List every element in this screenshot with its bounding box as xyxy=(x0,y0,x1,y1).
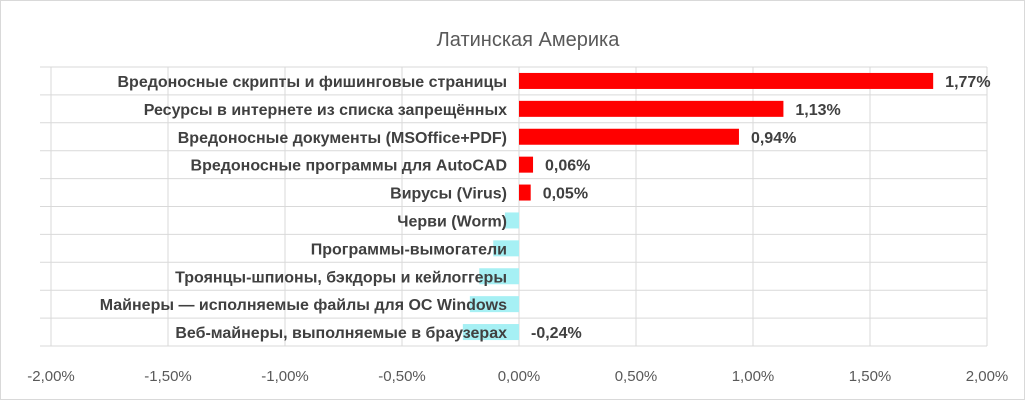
category-label: Веб-майнеры, выполняемые в браузерах xyxy=(175,325,507,342)
bars xyxy=(462,72,934,341)
x-tick-label: -1,00% xyxy=(261,368,309,385)
data-label: 1,77% xyxy=(945,74,990,91)
category-label: Вирусы (Virus) xyxy=(390,186,507,203)
bar xyxy=(519,100,784,117)
bar xyxy=(504,212,519,229)
gridlines xyxy=(40,66,988,347)
bar xyxy=(469,296,519,313)
bar xyxy=(519,156,534,173)
bar xyxy=(519,184,531,201)
category-label: Майнеры — исполняемые файлы для ОС Windo… xyxy=(100,297,507,314)
x-tick-label: -2,00% xyxy=(27,368,75,385)
category-labels: Вредоносные скрипты и фишинговые страниц… xyxy=(100,74,507,342)
bar xyxy=(479,268,519,285)
x-tick-label: 2,00% xyxy=(966,368,1009,385)
data-labels: 1,77% 1,13% 0,94% 0,06% 0,05% -0,24% xyxy=(531,74,991,342)
category-label: Вредоносные документы (MSOffice+PDF) xyxy=(178,130,507,147)
x-tick-label: 1,50% xyxy=(849,368,892,385)
x-tick-label: -1,50% xyxy=(144,368,192,385)
x-tick-label: 1,00% xyxy=(732,368,775,385)
bar xyxy=(519,128,739,145)
category-label: Вредоносные скрипты и фишинговые страниц… xyxy=(117,74,507,91)
x-tick-label: 0,50% xyxy=(615,368,658,385)
bar xyxy=(462,324,519,341)
category-label: Вредоносные программы для AutoCAD xyxy=(191,158,507,175)
x-tick-label: 0,00% xyxy=(498,368,541,385)
x-tick-label: -0,50% xyxy=(378,368,426,385)
category-label: Программы-вымогатели xyxy=(311,241,507,258)
bar xyxy=(493,240,519,257)
category-label: Черви (Worm) xyxy=(397,213,507,230)
x-axis-ticks: -2,00% -1,50% -1,00% -0,50% 0,00% 0,50% 1,00% 1… xyxy=(27,368,1008,385)
data-label: 0,05% xyxy=(543,186,588,203)
data-label: -0,24% xyxy=(531,325,582,342)
category-label: Троянцы-шпионы, бэкдоры и кейлоггеры xyxy=(175,269,507,286)
chart-title: Латинская Америка xyxy=(437,29,621,51)
data-label: 0,06% xyxy=(545,158,590,175)
category-label: Ресурсы в интернете из списка запрещённы… xyxy=(144,102,507,119)
data-label: 1,13% xyxy=(795,102,840,119)
bar xyxy=(519,72,934,89)
data-label: 0,94% xyxy=(751,130,796,147)
